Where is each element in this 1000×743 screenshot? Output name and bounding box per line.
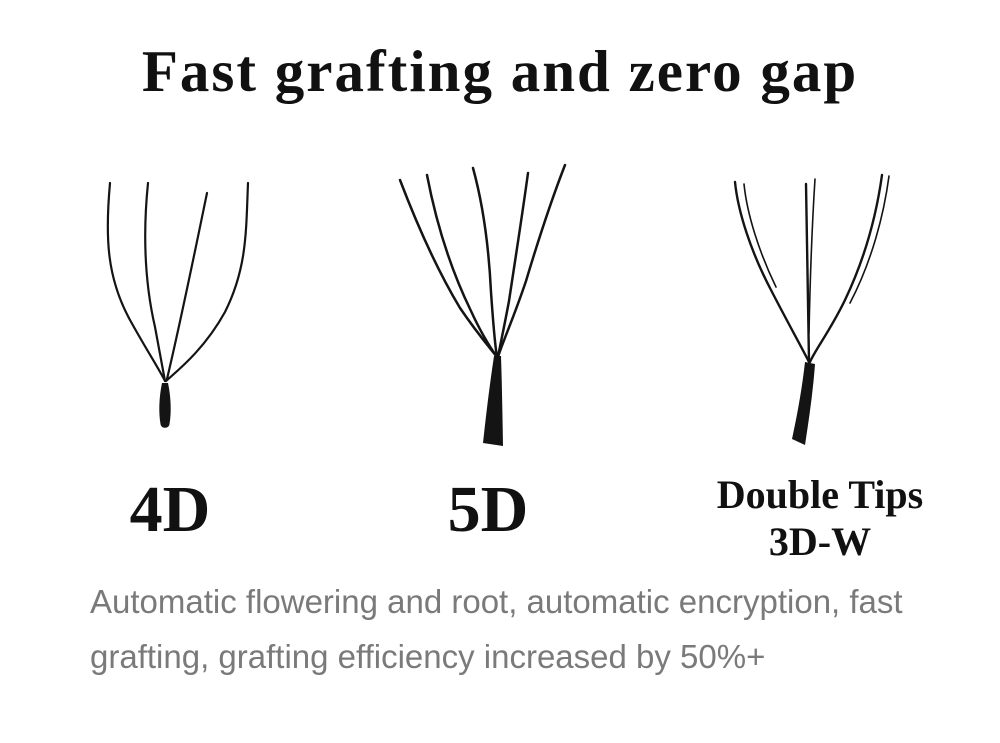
fan-label-5d: 5D — [447, 473, 529, 546]
description-line1: Automatic flowering and root, automatic … — [90, 583, 903, 620]
fan-label-double-tips: Double Tips 3D-W — [700, 471, 940, 565]
lash-fan-4d-icon — [106, 181, 250, 428]
lash-fan-double-tips-icon — [733, 173, 890, 445]
description-line2: grafting, grafting efficiency increased … — [90, 638, 766, 675]
fan-label-double-tips-line2: 3D-W — [768, 519, 872, 564]
fan-label-double-tips-line1: Double Tips — [716, 472, 924, 517]
product-description: Automatic flowering and root, automatic … — [90, 574, 903, 684]
page-title: Fast grafting and zero gap — [141, 38, 859, 104]
lash-fan-5d-icon — [398, 163, 567, 446]
fan-label-4d: 4D — [129, 473, 211, 546]
